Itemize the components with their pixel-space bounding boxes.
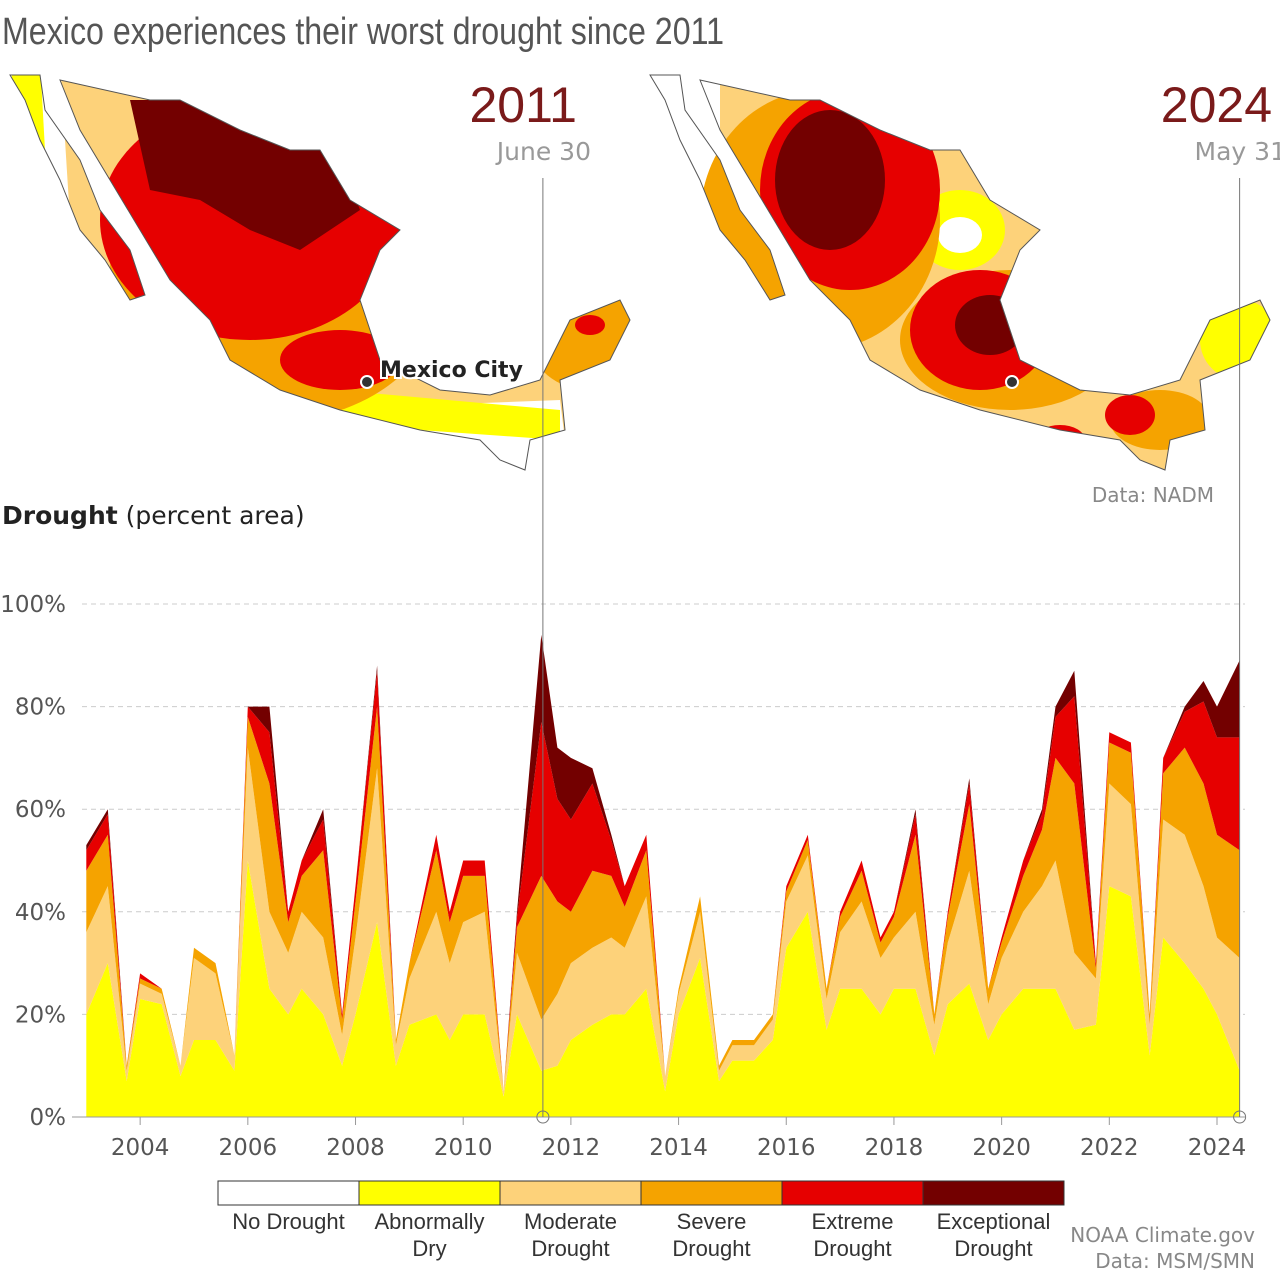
map-year: 2024 <box>1161 77 1272 133</box>
x-tick-label: 2022 <box>1080 1135 1139 1161</box>
source: Data: MSM/SMN <box>1095 1249 1255 1273</box>
y-label-bold: Drought <box>2 501 118 530</box>
area <box>86 747 1240 1097</box>
legend-label: Moderate Drought <box>524 1209 617 1261</box>
x-tick-label: 2006 <box>219 1135 278 1161</box>
x-tick-label: 2004 <box>111 1135 170 1161</box>
x-tick-label: 2008 <box>326 1135 385 1161</box>
legend-swatch <box>640 1180 783 1206</box>
date-marker-dot <box>536 1110 550 1124</box>
legend-label: No Drought <box>232 1209 345 1234</box>
city-label: Mexico City <box>380 358 523 383</box>
y-tick-label: 20% <box>15 1002 66 1028</box>
legend-swatch <box>781 1180 924 1206</box>
y-tick-label: 0% <box>30 1105 67 1131</box>
x-tick-label: 2016 <box>757 1135 816 1161</box>
map-date: May 31 <box>1195 137 1280 166</box>
legend-label: Abnormally Dry <box>374 1209 485 1261</box>
legend-label: Extreme Drought <box>811 1209 894 1261</box>
legend-label: Severe Drought <box>672 1209 751 1261</box>
x-tick-label: 2010 <box>434 1135 493 1161</box>
y-label-rest: (percent area) <box>126 501 305 530</box>
legend-swatch <box>922 1180 1065 1206</box>
map-year: 2011 <box>469 77 577 133</box>
y-tick-label: 40% <box>15 900 66 926</box>
x-tick-label: 2024 <box>1188 1135 1247 1161</box>
date-marker-dot <box>1233 1110 1247 1124</box>
legend-swatch <box>217 1180 360 1206</box>
x-tick-label: 2018 <box>865 1135 924 1161</box>
legend-swatch <box>499 1180 642 1206</box>
x-tick-label: 2014 <box>649 1135 708 1161</box>
map-date: June 30 <box>495 137 591 166</box>
legend-label: Exceptional Drought <box>936 1209 1051 1261</box>
area <box>86 860 1240 1117</box>
y-axis-label: Drought (percent area) <box>2 501 305 530</box>
x-tick-label: 2020 <box>972 1135 1031 1161</box>
y-tick-label: 100% <box>0 592 66 618</box>
area <box>86 706 1240 1092</box>
legend-swatch <box>358 1180 501 1206</box>
y-tick-label: 60% <box>15 797 66 823</box>
map-source: Data: NADM <box>1092 483 1214 507</box>
credit: NOAA Climate.gov <box>1070 1223 1255 1247</box>
chart-title: Mexico experiences their worst drought s… <box>2 11 724 53</box>
y-tick-label: 80% <box>15 695 66 721</box>
x-tick-label: 2012 <box>542 1135 601 1161</box>
